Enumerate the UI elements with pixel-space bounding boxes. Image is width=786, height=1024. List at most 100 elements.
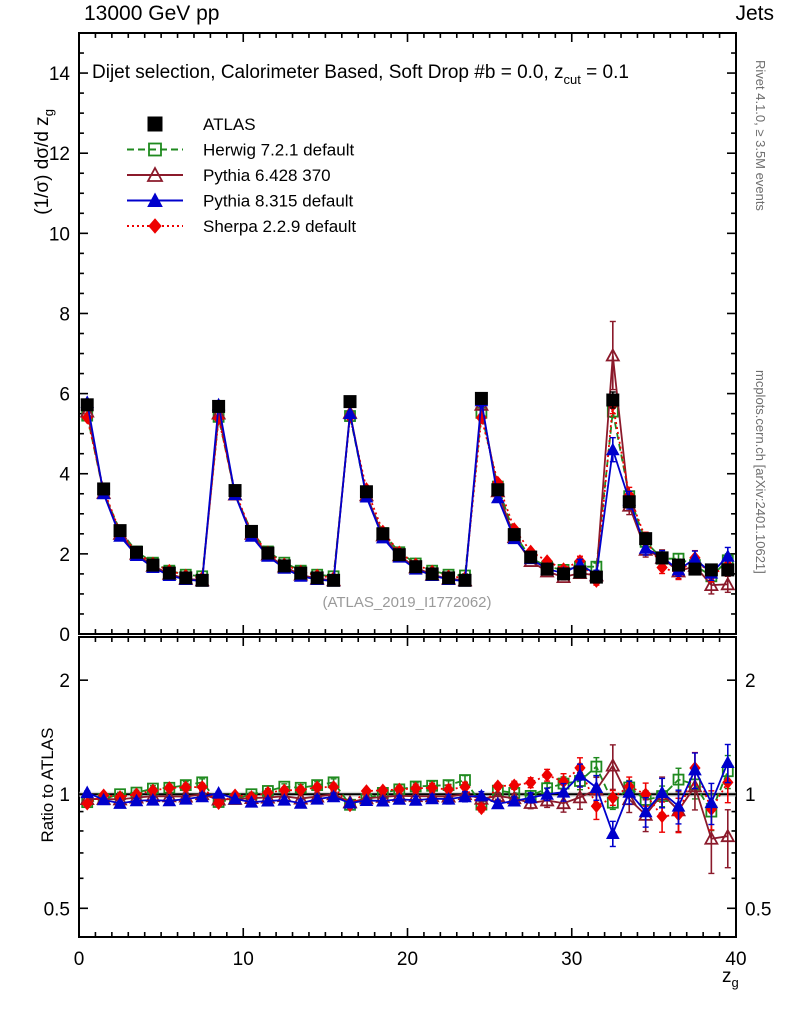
data-marker [408,793,423,806]
y-axis-title-main: (1/σ) dσ/d zg [32,32,56,292]
data-marker [720,576,736,591]
data-marker [343,395,357,409]
data-marker [540,787,554,800]
rivet-version-label: Rivet 4.1.0, ≥ 3.5M events [753,60,768,211]
data-marker [147,192,163,207]
ratio-panel: 0.5 0.51 12 20 10 20 30 40 [44,636,771,970]
data-marker [195,789,210,803]
data-marker [556,785,571,798]
data-marker [211,786,226,799]
y-tick-label-ratio: 0.5 [44,899,70,920]
legend-label: Pythia 8.315 default [203,192,354,211]
data-marker [409,560,423,574]
data-marker [212,796,225,810]
data-marker [212,399,226,413]
data-marker [540,562,554,576]
y-axis-title-main-text: (1/σ) dσ/d z [32,116,54,215]
dataset-watermark: (ATLAS_2019_I1772062) [322,594,491,611]
data-marker [589,570,603,584]
mcplots-source-label: mcplots.cern.ch [arXiv:2401.10621] [753,370,768,574]
data-marker [573,565,587,579]
data-marker [129,545,143,559]
data-marker [244,795,259,808]
data-marker [638,541,653,554]
data-marker [703,577,719,592]
y-tick-label-main: 12 [49,144,70,165]
data-marker [721,563,735,577]
header-energy-label: 13000 GeV pp [84,2,220,25]
ratio-series-area [79,743,736,875]
data-marker [96,792,111,806]
data-marker [293,796,308,809]
data-marker [113,524,127,538]
data-marker [343,406,357,420]
data-marker [605,347,621,362]
data-marker [639,532,653,546]
data-marker [359,485,373,499]
data-marker [474,788,489,802]
data-marker [606,393,620,407]
y-tick-label-ratio-right: 1 [745,785,756,806]
legend: ATLAS Herwig 7.2.1 default Pythia 6.428 37… [127,115,356,236]
data-marker [638,804,653,818]
x-tick-label: 10 [233,949,254,970]
legend-entry[interactable]: Pythia 8.315 default [127,192,354,211]
legend-label: ATLAS [203,115,256,134]
data-marker [492,779,504,793]
data-marker [656,560,668,575]
data-marker [590,799,603,813]
data-marker [720,549,735,562]
data-marker [277,559,291,573]
data-marker [622,495,636,509]
data-marker [557,567,571,581]
data-marker [573,768,587,781]
data-marker [178,792,193,805]
data-marker [311,780,323,795]
y-tick-label-main: 6 [59,385,70,406]
legend-entry[interactable]: ATLAS [147,115,256,134]
data-marker [294,566,308,580]
y-tick-label-main: 8 [59,304,70,325]
y-tick-label-main: 2 [59,545,70,566]
data-marker [261,793,275,807]
y-tick-label-ratio-right: 0.5 [745,899,771,920]
data-marker [195,573,209,587]
data-marker [687,778,703,793]
data-marker [327,573,341,587]
x-axis-title: zg [722,966,739,990]
data-marker [162,793,177,807]
legend-entry[interactable]: Sherpa 2.2.9 default [127,217,356,236]
series-line [86,765,729,818]
data-marker [572,789,588,804]
data-marker [508,778,520,793]
data-marker [605,826,620,839]
data-marker [310,792,325,805]
y-tick-label-main: 14 [49,64,71,85]
legend-entry[interactable]: Herwig 7.2.1 default [127,141,354,160]
data-marker [458,789,472,803]
data-marker [228,791,242,805]
data-marker [507,793,522,807]
y-tick-label-main: 0 [59,625,70,646]
data-marker [475,801,488,816]
data-marker [605,442,620,456]
series-line [87,763,728,840]
data-marker [392,548,406,562]
series-line [86,400,729,583]
data-marker [277,793,292,806]
data-marker [491,483,505,497]
data-marker [458,573,472,587]
data-marker [688,762,702,776]
y-tick-label-ratio-right: 2 [745,671,756,692]
data-marker [180,780,192,795]
data-marker [720,828,736,843]
data-marker [326,789,341,803]
legend-entry[interactable]: Pythia 6.428 370 [127,166,331,185]
x-axis-title-sub: g [731,974,739,990]
data-marker [146,793,160,806]
data-marker [376,527,390,541]
data-marker [703,830,719,845]
data-marker [589,780,604,793]
data-marker [474,391,488,405]
